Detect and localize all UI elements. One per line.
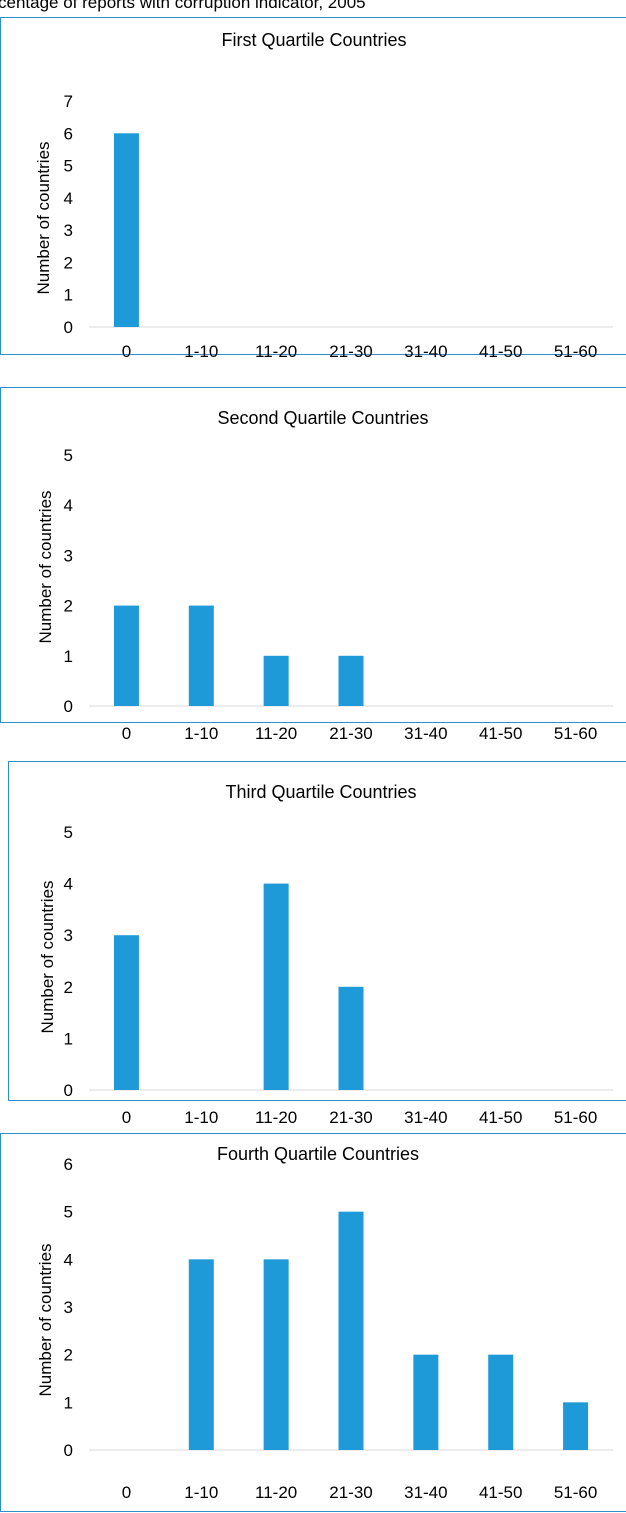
bar-11-20 <box>263 883 289 1090</box>
y-tick-label: 4 <box>64 189 73 208</box>
chart-title: First Quartile Countries <box>221 30 406 50</box>
x-tick-label: 51-60 <box>554 1483 597 1502</box>
chart-panel-fourth-quartile: Fourth Quartile Countries Number of count… <box>0 1133 626 1512</box>
bar-11-20 <box>263 1259 289 1450</box>
y-tick-label: 3 <box>64 546 73 565</box>
y-tick-label: 6 <box>64 124 73 143</box>
chart-title: Third Quartile Countries <box>225 782 416 802</box>
y-tick-label: 5 <box>64 823 73 842</box>
bar-1-10 <box>188 1259 214 1450</box>
x-tick-label: 21-30 <box>329 1483 372 1502</box>
y-axis-label: Number of countries <box>38 880 57 1033</box>
x-tick-label: 1-10 <box>184 1483 218 1502</box>
y-tick-label: 0 <box>64 1081 73 1100</box>
bar-21-30 <box>338 1211 364 1450</box>
x-tick-label: 41-50 <box>479 1483 522 1502</box>
y-axis-label: Number of countries <box>34 141 53 294</box>
chart-panel-third-quartile: Third Quartile Countries Number of countr… <box>8 761 626 1127</box>
bar-21-30 <box>338 986 364 1090</box>
x-tick-label: 1-10 <box>184 342 218 361</box>
y-tick-label: 0 <box>64 1441 73 1460</box>
x-tick-label: 1-10 <box>184 1108 218 1127</box>
x-tick-label: 31-40 <box>404 1483 447 1502</box>
y-tick-label: 2 <box>64 978 73 997</box>
x-tick-label: 0 <box>122 1483 131 1502</box>
x-tick-label: 0 <box>122 1108 131 1127</box>
bar-0 <box>113 935 139 1090</box>
x-tick-label: 11-20 <box>255 342 297 361</box>
y-tick-label: 2 <box>64 597 73 616</box>
bar-11-20 <box>263 655 289 706</box>
x-tick-label: 11-20 <box>255 724 297 743</box>
chart-panel-second-quartile: Second Quartile Countries Number of count… <box>0 387 626 743</box>
y-tick-label: 1 <box>64 1029 73 1048</box>
y-tick-label: 5 <box>64 446 73 465</box>
y-tick-label: 5 <box>64 1203 73 1222</box>
bar-21-30 <box>338 655 364 706</box>
x-tick-label: 41-50 <box>479 342 522 361</box>
chart-third-quartile: Third Quartile Countries Number of countr… <box>38 782 613 1127</box>
x-tick-label: 1-10 <box>184 724 218 743</box>
y-tick-label: 3 <box>64 1298 73 1317</box>
chart-second-quartile: Second Quartile Countries Number of count… <box>36 408 613 743</box>
bar-1-10 <box>188 605 214 706</box>
chart-title: Fourth Quartile Countries <box>217 1144 419 1164</box>
x-tick-label: 21-30 <box>329 342 372 361</box>
x-tick-label: 21-30 <box>329 1108 372 1127</box>
chart-fourth-quartile: Fourth Quartile Countries Number of count… <box>36 1144 613 1502</box>
x-tick-label: 11-20 <box>255 1483 297 1502</box>
y-axis-label: Number of countries <box>36 1243 55 1396</box>
y-tick-label: 5 <box>64 157 73 176</box>
figure-title: centage of reports with corruption indic… <box>0 0 366 12</box>
y-tick-label: 1 <box>64 286 73 305</box>
y-tick-label: 1 <box>64 1393 73 1412</box>
x-tick-label: 0 <box>122 724 131 743</box>
y-tick-label: 3 <box>64 221 73 240</box>
y-tick-label: 4 <box>64 875 73 894</box>
y-tick-label: 0 <box>64 318 73 337</box>
y-tick-label: 1 <box>64 647 73 666</box>
x-tick-label: 31-40 <box>404 342 447 361</box>
chart-title: Second Quartile Countries <box>217 408 428 428</box>
x-tick-label: 51-60 <box>554 342 597 361</box>
x-tick-label: 0 <box>122 342 131 361</box>
y-tick-label: 2 <box>64 253 73 272</box>
y-tick-label: 7 <box>64 92 73 111</box>
bar-31-40 <box>413 1354 439 1450</box>
bar-0 <box>113 605 139 706</box>
y-tick-label: 2 <box>64 1346 73 1365</box>
x-tick-label: 51-60 <box>554 1108 597 1127</box>
y-tick-label: 4 <box>64 1250 73 1269</box>
x-tick-label: 31-40 <box>404 1108 447 1127</box>
bar-41-50 <box>488 1354 514 1450</box>
x-tick-label: 41-50 <box>479 724 522 743</box>
y-tick-label: 3 <box>64 926 73 945</box>
x-tick-label: 41-50 <box>479 1108 522 1127</box>
y-axis-label: Number of countries <box>36 490 55 643</box>
bar-51-60 <box>563 1402 589 1450</box>
y-tick-label: 0 <box>64 697 73 716</box>
x-tick-label: 11-20 <box>255 1108 297 1127</box>
x-tick-label: 31-40 <box>404 724 447 743</box>
y-tick-label: 4 <box>64 496 73 515</box>
x-tick-label: 51-60 <box>554 724 597 743</box>
y-tick-label: 6 <box>64 1155 73 1174</box>
chart-first-quartile: First Quartile Countries Number of countr… <box>34 30 613 361</box>
x-tick-label: 21-30 <box>329 724 372 743</box>
bar-0 <box>113 133 139 327</box>
chart-panel-first-quartile: First Quartile Countries Number of countr… <box>0 17 626 361</box>
